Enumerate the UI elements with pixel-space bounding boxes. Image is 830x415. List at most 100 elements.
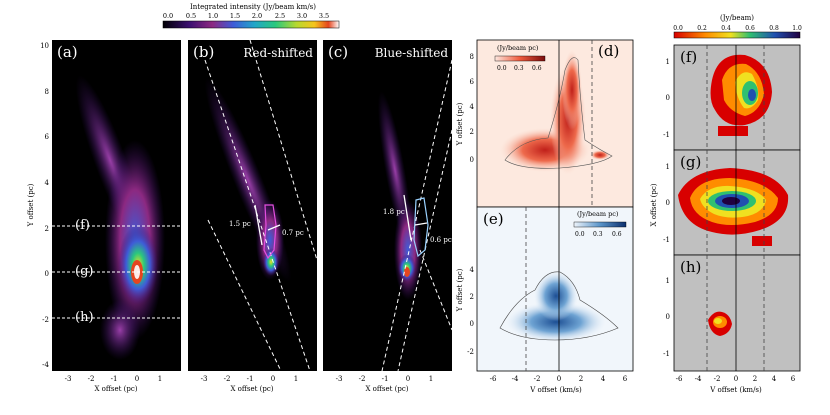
ytick: 0: [666, 94, 670, 102]
xv-emission: [722, 197, 740, 205]
colorbar-right-ticks: 0.0 0.2 0.4 0.6 0.8 1.0: [673, 25, 802, 32]
xtick: -2: [534, 375, 541, 383]
width-arrow: [267, 224, 281, 231]
pv-emission: [506, 302, 606, 342]
panel-title-c: Blue-shifted: [375, 46, 449, 60]
pv-emission: [590, 150, 610, 160]
xtick: 2: [579, 375, 583, 383]
pv-e-cbar-tick: 0.6: [612, 231, 622, 238]
cbar-tick: 2.5: [275, 12, 285, 20]
ytick: -1: [663, 350, 670, 358]
outflow-contour: [263, 204, 277, 260]
outflow-boundary: [419, 249, 453, 331]
xv-emission: [718, 126, 748, 136]
panel-c-xlabel: X offset (pc): [365, 385, 408, 393]
xtick: -2: [224, 375, 231, 383]
pv-e-cbar: [573, 221, 627, 228]
ytick: 0: [666, 199, 670, 207]
cbar-tick: 0.2: [697, 25, 707, 32]
xtick: -2: [88, 375, 95, 383]
panel-label-e: (e): [483, 210, 504, 228]
ytick: 0: [470, 320, 474, 328]
colorbar-main: Integrated intensity (Jy/beam km/s) 0.0 …: [162, 3, 340, 29]
panel-c-xticks: -3 -2 -1 0 1: [336, 375, 434, 383]
ytick: 2: [45, 225, 49, 233]
outflow-contour: [413, 197, 429, 258]
panel-c-frame: [323, 40, 452, 371]
xv-emission: [752, 236, 772, 246]
xtick: 0: [557, 375, 561, 383]
width-arrow: [414, 222, 428, 226]
ytick: 0: [666, 313, 670, 321]
xv-emission: [714, 318, 722, 324]
panel-a: (f) (g) (h) (a) 10 8 6 4 2 0 -2 -4 Y off…: [27, 40, 181, 393]
colorbar-main-ticks: 0.0 0.5 1.0 1.5 2.0 2.5 3.0 3.5: [163, 12, 329, 20]
xtick: -3: [65, 375, 72, 383]
length-arrow: [403, 194, 412, 241]
pv-d-cbar-tick: 0.3: [514, 65, 524, 72]
colorbar-right: (Jy/beam) 0.0 0.2 0.4 0.6 0.8 1.0: [673, 14, 802, 39]
cbar-tick: 0.6: [745, 25, 755, 32]
xtick: 0: [406, 375, 410, 383]
panel-f-yticks: 1 0 -1: [663, 58, 670, 139]
xtick: 2: [753, 375, 757, 383]
panel-c: 1.8 pc 0.6 pc (c) Blue-shifted -3 -2 -1 …: [323, 40, 453, 393]
outflow-boundary: [249, 39, 318, 261]
pv-d-cbar-label: (Jy/beam pc): [497, 44, 539, 52]
ytick: 10: [40, 42, 49, 50]
xtick: 0: [135, 375, 139, 383]
cut-label-f: (f): [75, 218, 90, 233]
pv-contour: [504, 57, 613, 169]
cbar-tick: 1.0: [792, 25, 802, 32]
xtick: -6: [676, 375, 683, 383]
annot-length: 1.5 pc: [229, 220, 251, 228]
ytick: 2: [470, 128, 474, 136]
filament-emission: [100, 300, 140, 360]
pv-contour: [499, 271, 619, 341]
panel-g: (g) 1 0 -1 X offset (pc): [650, 149, 801, 256]
panel-h: (h) 1 0 -1 -6 -4 -2 0 2 4 6 V offset (km…: [663, 254, 801, 394]
colorbar-main-label: Integrated intensity (Jy/beam km/s): [190, 3, 316, 11]
panel-b-xlabel: X offset (pc): [230, 385, 273, 393]
xtick: -1: [111, 375, 118, 383]
ytick: 4: [45, 179, 50, 187]
cbar-tick: 3.0: [297, 12, 307, 20]
ytick: 0: [45, 270, 49, 278]
xtick: -3: [336, 375, 343, 383]
panel-h-yticks: 1 0 -1: [663, 277, 670, 358]
panel-h-xlabel: V offset (km/s): [709, 386, 762, 394]
xtick: 6: [623, 375, 628, 383]
panel-e-ylabel: Y offset (pc): [456, 268, 464, 312]
panel-title-b: Red-shifted: [243, 46, 313, 60]
annot-width: 0.6 pc: [430, 236, 452, 244]
cut-label-g: (g): [75, 264, 93, 279]
xtick: 0: [734, 375, 738, 383]
panel-label-g: (g): [680, 153, 701, 171]
cbar-tick: 0.0: [673, 25, 683, 32]
ytick: 1: [666, 277, 670, 285]
panel-label-b: (b): [193, 43, 214, 61]
panel-e-xticks: -6 -4 -2 0 2 4 6: [490, 375, 628, 383]
panel-a-ylabel: Y offset (pc): [27, 183, 35, 227]
xtick: 1: [294, 375, 298, 383]
ytick: 1: [666, 58, 670, 66]
panel-b: 1.5 pc 0.7 pc (b) Red-shifted -3 -2 -1 0…: [188, 39, 318, 393]
length-arrow: [254, 204, 263, 246]
pv-emission: [562, 50, 582, 130]
xtick: 0: [271, 375, 275, 383]
cbar-tick: 0.4: [721, 25, 731, 32]
outflow-boundary: [204, 59, 311, 372]
panel-d: (Jy/beam pc) 0.0 0.3 0.6 (d) 8 6 4 2 0 Y…: [456, 39, 634, 208]
panel-g-yticks: 1 0 -1: [663, 163, 670, 244]
annot-length: 1.8 pc: [383, 208, 405, 216]
xtick: -1: [247, 375, 254, 383]
panel-d-yticks: 8 6 4 2 0: [470, 53, 475, 164]
colorbar-right-gradient: [673, 31, 801, 39]
xv-emission: [748, 89, 756, 101]
panel-label-d: (d): [598, 42, 619, 60]
xtick: 1: [158, 375, 162, 383]
panel-a-yticks: 10 8 6 4 2 0 -2 -4: [40, 42, 49, 369]
xtick: 4: [601, 375, 606, 383]
pv-e-cbar-tick: 0.3: [593, 231, 603, 238]
